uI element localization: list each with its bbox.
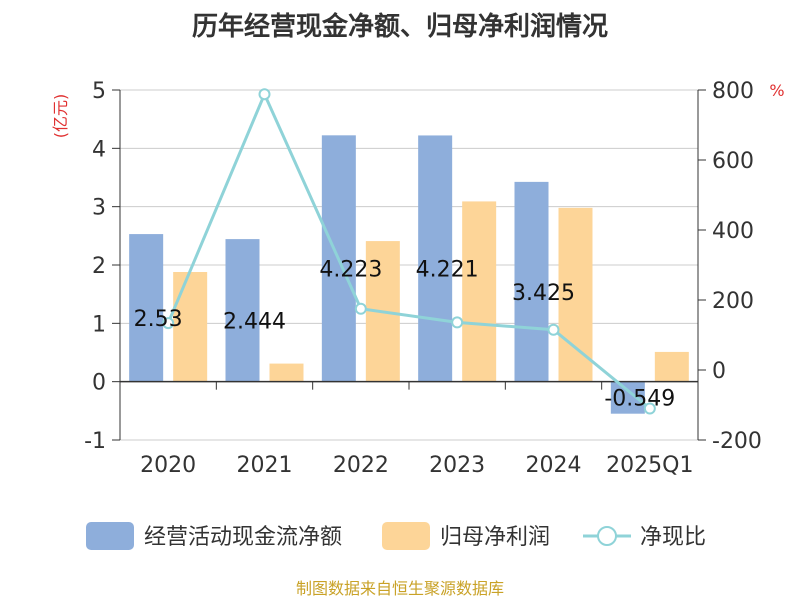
x-tick-label: 2021 — [237, 453, 293, 478]
data-label-cashflow: 3.425 — [512, 281, 575, 306]
x-tick-label: 2020 — [140, 453, 196, 478]
bar-cashflow — [418, 135, 453, 382]
left-tick-label: 0 — [92, 371, 106, 396]
ratio-line — [162, 88, 656, 415]
left-tick-label: 2 — [92, 254, 106, 279]
bar-cashflow — [514, 181, 549, 382]
right-axis-ticks: 800 600 400 200 0 -200 — [698, 79, 762, 454]
chart-title: 历年经营现金净额、归母净利润情况 — [192, 11, 608, 42]
x-tick-label: 2022 — [333, 453, 389, 478]
bar-cashflow — [129, 234, 164, 382]
bar-profit — [462, 201, 497, 382]
right-tick-label: 800 — [712, 79, 754, 104]
right-tick-label: 0 — [712, 359, 726, 384]
data-label-cashflow: 4.221 — [416, 258, 479, 283]
bars — [129, 135, 689, 414]
bar-profit — [654, 351, 689, 382]
left-tick-label: -1 — [84, 429, 106, 454]
legend-swatch-profit — [382, 522, 430, 550]
ratio-polyline — [166, 90, 651, 410]
left-tick-label: 5 — [92, 79, 106, 104]
source-note: 制图数据来自恒生聚源数据库 — [296, 579, 504, 598]
left-axis-ticks: 5 4 3 2 1 0 -1 — [84, 79, 120, 454]
bar-profit — [269, 363, 304, 382]
right-tick-label: 200 — [712, 289, 754, 314]
bar-profit — [173, 272, 208, 382]
right-tick-label: -200 — [712, 429, 762, 454]
data-labels: 2.53 2.444 4.223 4.221 3.425 -0.549 — [134, 257, 676, 411]
bar-cashflow — [225, 239, 260, 382]
ratio-point — [547, 323, 560, 336]
left-tick-label: 1 — [92, 312, 106, 337]
legend-marker-ratio — [597, 526, 617, 546]
ratio-point — [258, 88, 271, 101]
right-tick-label: 400 — [712, 219, 754, 244]
bar-profit — [558, 207, 593, 382]
x-tick-label: 2024 — [526, 453, 582, 478]
x-tick-label: 2025Q1 — [606, 453, 693, 478]
data-label-cashflow: -0.549 — [604, 387, 675, 412]
data-label-cashflow: 4.223 — [319, 257, 382, 282]
legend-label-profit: 归母净利润 — [440, 525, 550, 550]
ratio-point — [451, 316, 464, 329]
right-tick-label: 600 — [712, 149, 754, 174]
right-axis-unit: % — [769, 81, 784, 100]
left-tick-label: 4 — [92, 137, 106, 162]
legend: 经营活动现金流净额 归母净利润 净现比 — [86, 522, 706, 550]
x-axis-ticks: 2020 2021 2022 2023 2024 2025Q1 — [140, 381, 693, 478]
x-tick-label: 2023 — [429, 453, 485, 478]
ratio-point — [643, 402, 656, 415]
legend-label-cashflow: 经营活动现金流净额 — [144, 525, 342, 550]
data-label-cashflow: 2.53 — [134, 307, 183, 332]
legend-swatch-cashflow — [86, 522, 134, 550]
ratio-point — [162, 317, 175, 330]
left-tick-label: 3 — [92, 196, 106, 221]
left-axis-unit: (亿元) — [51, 94, 70, 139]
data-label-cashflow: 2.444 — [223, 309, 286, 334]
bar-cashflow — [610, 381, 645, 414]
ratio-point — [354, 302, 367, 315]
legend-label-ratio: 净现比 — [640, 525, 706, 550]
